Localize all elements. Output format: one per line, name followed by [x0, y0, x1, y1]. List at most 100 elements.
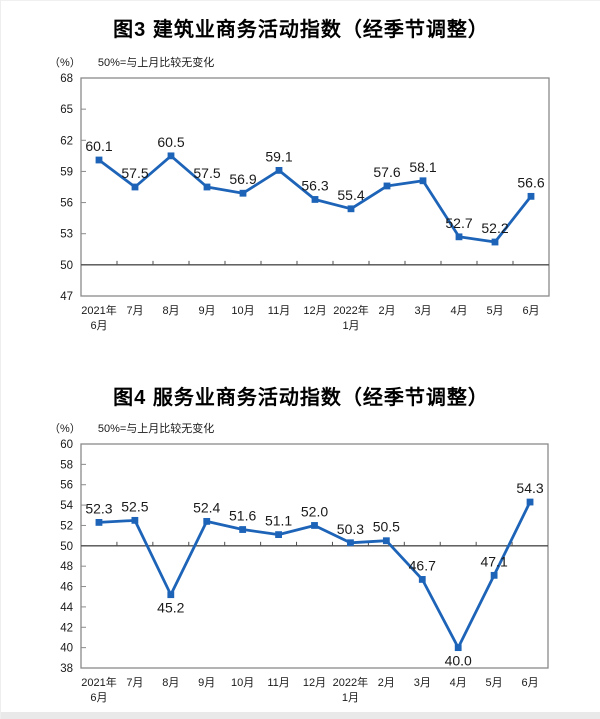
data-point-marker — [311, 522, 318, 529]
page-bottom-strip — [1, 712, 600, 719]
data-point-value-label: 60.1 — [85, 138, 112, 154]
data-point-marker — [203, 517, 211, 525]
x-axis-category-label-line2: 6月 — [90, 320, 107, 332]
data-point-marker — [490, 571, 498, 579]
data-point-value-label: 59.1 — [265, 148, 292, 164]
construction-chart-title: 图3 建筑业商务活动指数（经季节调整） — [113, 19, 489, 41]
x-axis-category-label: 5月 — [486, 677, 503, 689]
data-point-value-label: 51.6 — [229, 508, 256, 524]
x-axis-category-label: 8月 — [162, 305, 179, 317]
data-point-value-label: 40.0 — [445, 653, 472, 669]
y-axis-tick-label: 50 — [60, 541, 73, 553]
y-axis-tick-label: 68 — [60, 73, 73, 85]
x-axis-category-label: 6月 — [521, 677, 538, 689]
data-point-marker — [275, 531, 282, 539]
data-point-value-label: 52.5 — [121, 498, 148, 514]
x-axis-category-label: 2022年 — [333, 303, 368, 317]
plot-frame — [80, 77, 550, 297]
construction-baseline-note: 50%=与上月比较无变化 — [97, 57, 215, 69]
y-axis-tick-label: 53 — [60, 229, 73, 241]
x-axis-category-label: 6月 — [522, 305, 539, 317]
x-axis-category-label: 9月 — [198, 677, 215, 689]
data-point-value-label: 58.1 — [409, 159, 436, 175]
data-point-value-label: 54.3 — [516, 480, 543, 496]
services-pmi-line-chart: 60 58 56 54 52 50 48 46 44 42 40 38 52.3 52.5 45.2 52.4… — [60, 439, 549, 704]
data-point-marker — [95, 519, 103, 526]
data-point-value-label: 56.6 — [517, 174, 544, 190]
data-point-value-label: 52.0 — [301, 503, 328, 519]
x-axis-category-label: 2022年 — [333, 675, 368, 689]
x-axis-category-label: 4月 — [450, 677, 467, 689]
y-axis-tick-label: 56 — [60, 480, 73, 492]
y-axis-tick-label: 50 — [60, 260, 73, 272]
data-point-marker — [239, 526, 247, 533]
data-point-value-label: 50.5 — [373, 519, 400, 535]
y-axis-tick-label: 42 — [60, 622, 73, 634]
plot-frame — [80, 443, 549, 669]
x-axis-category-label: 7月 — [126, 305, 143, 317]
data-point-value-label: 52.7 — [445, 215, 472, 231]
y-axis-tick-label: 46 — [60, 582, 73, 594]
data-point-marker — [131, 183, 139, 191]
y-axis-tick-label: 52 — [60, 520, 73, 532]
y-axis-tick-label: 56 — [60, 198, 73, 210]
x-axis-category-label: 3月 — [414, 677, 431, 689]
services-y-axis-unit-label: （%） — [49, 423, 81, 435]
y-axis-tick-label: 59 — [60, 166, 73, 178]
x-axis-category-label-line2: 6月 — [90, 692, 107, 704]
data-point-marker — [526, 498, 534, 506]
x-axis-category-label: 12月 — [303, 677, 326, 689]
services-chart-note-row: （%） 50%=与上月比较无变化 — [49, 420, 214, 436]
data-point-value-label: 60.5 — [157, 134, 184, 150]
data-point-marker — [167, 152, 175, 160]
data-point-marker — [347, 205, 355, 213]
construction-chart-note-row: （%） 50%=与上月比较无变化 — [49, 54, 214, 70]
x-axis-category-label: 10月 — [231, 677, 254, 689]
data-point-marker — [95, 156, 103, 164]
y-axis-tick-label: 38 — [60, 663, 73, 675]
x-axis-category-label: 4月 — [450, 305, 467, 317]
y-axis-tick-label: 54 — [60, 500, 73, 512]
data-point-value-label: 52.4 — [193, 499, 220, 515]
y-axis-tick-label: 47 — [60, 291, 73, 303]
data-point-marker — [419, 177, 427, 185]
data-point-value-label: 57.5 — [193, 165, 220, 181]
x-axis-category-label: 8月 — [162, 677, 179, 689]
data-point-marker — [311, 196, 319, 203]
data-point-marker — [275, 166, 283, 174]
x-axis-category-label: 3月 — [414, 305, 431, 317]
data-point-marker — [239, 189, 247, 197]
construction-y-axis-unit-label: （%） — [49, 57, 81, 69]
data-point-value-label: 51.1 — [265, 513, 292, 529]
services-baseline-note: 50%=与上月比较无变化 — [97, 423, 215, 435]
data-point-value-label: 46.7 — [409, 557, 436, 573]
data-point-value-label: 52.2 — [481, 220, 508, 236]
data-point-marker — [167, 591, 175, 599]
y-axis-tick-label: 62 — [60, 135, 73, 147]
services-chart-title: 图4 服务业商务活动指数（经季节调整） — [113, 387, 489, 409]
data-point-marker — [382, 537, 390, 545]
y-axis-tick-label: 58 — [60, 459, 73, 471]
data-point-marker — [527, 192, 535, 200]
data-point-marker — [418, 576, 426, 583]
data-point-value-label: 45.2 — [157, 600, 184, 616]
x-axis-category-label: 10月 — [231, 305, 254, 317]
x-axis-category-label-line2: 1月 — [342, 320, 359, 332]
data-point-value-label: 55.4 — [337, 187, 364, 203]
data-point-value-label: 47.1 — [480, 553, 507, 569]
x-axis-category-label: 9月 — [198, 305, 215, 317]
data-point-marker — [383, 182, 391, 190]
data-point-value-label: 57.6 — [373, 164, 400, 180]
y-axis-tick-label: 65 — [60, 104, 73, 116]
data-point-marker — [454, 644, 462, 652]
x-axis-category-label: 11月 — [267, 677, 289, 689]
data-point-value-label: 50.3 — [337, 521, 364, 537]
construction-pmi-line-chart: 68 65 62 59 56 53 50 47 60.1 57.5 60.5 57.5 56.9 59.1… — [60, 73, 550, 332]
x-axis-category-label: 2月 — [378, 305, 395, 317]
x-axis-category-label: 5月 — [486, 305, 503, 317]
data-point-value-label: 56.3 — [301, 177, 328, 193]
data-point-marker — [491, 238, 499, 246]
y-axis-tick-label: 48 — [60, 561, 73, 573]
x-axis-category-label: 2021年 — [81, 675, 116, 689]
